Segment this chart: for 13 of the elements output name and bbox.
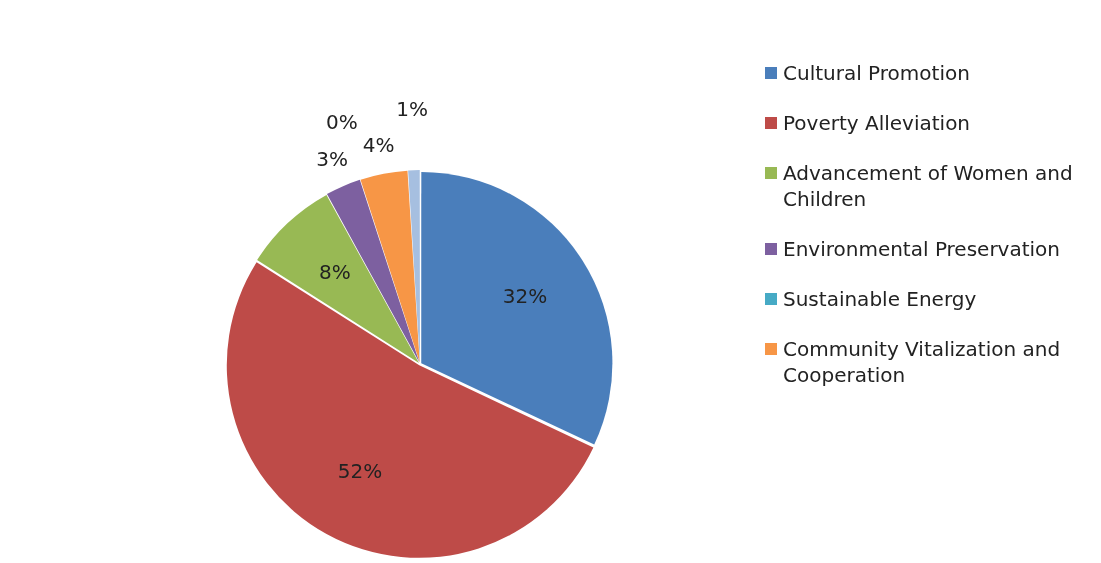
data-label: 3% — [316, 147, 349, 172]
text: 0% — [325, 109, 358, 134]
data-label: 1% — [396, 97, 428, 122]
legend-label: Sustainable Energy — [783, 286, 977, 312]
legend-label: Poverty Alleviation — [783, 110, 971, 136]
legend-label: Cultural Promotion — [783, 60, 970, 86]
data-label: 8% — [318, 259, 351, 284]
data-label: 52% — [337, 459, 383, 484]
legend-label: Environmental Preservation — [783, 236, 1061, 262]
data-label: 4% — [362, 133, 395, 158]
data-label: 32% — [502, 283, 548, 308]
legend-label: Community Vitalization and Cooperation — [783, 336, 1062, 388]
legend-label: Advancement of Women and Children — [783, 160, 1074, 212]
